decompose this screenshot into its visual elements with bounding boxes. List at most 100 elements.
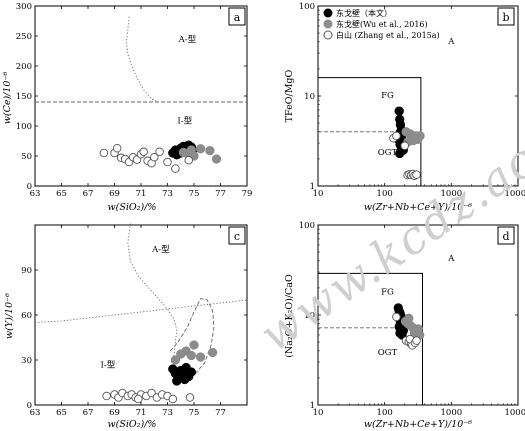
x-tick-label: 100 (377, 408, 393, 418)
panel-label: d (502, 230, 509, 243)
boundary-line-dash (169, 297, 215, 380)
panel-label: c (234, 230, 240, 243)
legend-marker-this-study (323, 8, 333, 18)
y-tick-label: 100 (299, 2, 315, 12)
data-point-zhang-2015 (139, 147, 148, 157)
legend-label-zhang: 白山 (Zhang et al., 2015a) (336, 30, 440, 40)
x-tick-label: 67 (83, 189, 94, 199)
y-tick-label: 0 (27, 401, 32, 411)
data-point-zhang-2015 (150, 152, 159, 162)
x-tick-label: 79 (242, 189, 253, 199)
y-tick-label: 250 (16, 32, 32, 42)
data-points (389, 106, 425, 180)
data-point-wu-2016 (411, 133, 422, 143)
data-point-zhang-2015 (412, 170, 421, 179)
x-tick-label: 77 (215, 408, 226, 418)
x-axis-label: w(Zr+Nb+Ce+Y)/10⁻⁶ (364, 202, 472, 213)
panel-c: 63 65 67 69 71 73 75 77 0 30 60 90 A-型 I-型 c w(SiO₂)… (4, 223, 248, 430)
y-tick-label: 150 (16, 92, 32, 102)
data-point-zhang-2015 (171, 164, 180, 173)
panel-label-box (497, 226, 515, 245)
data-points (392, 303, 425, 350)
panel-label-box (228, 7, 246, 26)
y-tick-label: 200 (16, 62, 32, 72)
data-point-zhang-2015 (392, 312, 401, 322)
data-point-zhang-2015 (185, 393, 195, 402)
data-point-wu-2016 (205, 145, 215, 156)
region-label: A-型 (178, 35, 197, 45)
y-tick-label: 100 (299, 221, 315, 231)
legend-marker-zhang (323, 30, 333, 40)
data-point-wu-2016 (170, 355, 181, 365)
region-label: FG (381, 287, 394, 297)
data-point-this-study (172, 376, 182, 386)
panel-label-box (497, 7, 515, 26)
data-point-zhang-2015 (99, 148, 109, 158)
data-point-wu-2016 (404, 313, 414, 323)
region-labels: A-型 I-型 (101, 245, 171, 371)
x-axis-label: w(Zr+Nb+Ce+Y)/10⁻⁶ (364, 419, 472, 430)
legend-label-this-study: 东戈壁（本文） (336, 8, 392, 18)
y-axis-label: (Na₂O+K₂O)/CaO (284, 274, 295, 358)
data-point-this-study (186, 367, 196, 377)
axis-ticks: 10100100010000110100 (299, 221, 525, 418)
boundary-line-solid (318, 272, 423, 405)
y-tick-label: 50 (21, 152, 32, 162)
panel-a: 63 65 67 69 71 73 75 77 79 0 50 100 150 200 250 300 A-型… (2, 2, 252, 213)
data-point-zhang-2015 (163, 157, 172, 167)
x-tick-label: 63 (30, 189, 41, 199)
region-label: OGT (378, 148, 398, 158)
y-axis-label: w(Ce)/10⁻⁶ (2, 72, 13, 125)
x-tick-label: 67 (83, 408, 94, 418)
x-tick-label: 69 (109, 189, 120, 199)
x-tick-label: 71 (136, 408, 147, 418)
data-point-zhang-2015 (168, 394, 178, 404)
data-point-zhang-2015 (400, 141, 409, 151)
x-tick-label: 10 (313, 408, 324, 418)
x-tick-label: 1000 (441, 408, 463, 418)
data-point-wu-2016 (207, 347, 218, 358)
boundary-lines (34, 223, 248, 380)
panel-label-box (228, 226, 246, 245)
panel-label: a (234, 11, 241, 24)
data-point-zhang-2015 (112, 143, 122, 153)
data-point-this-study (395, 148, 405, 159)
y-tick-label: 300 (16, 2, 32, 12)
y-axis-label: w(Y)/10⁻⁶ (4, 293, 15, 339)
data-point-wu-2016 (189, 340, 199, 350)
x-tick-label: 75 (189, 408, 200, 418)
x-tick-label: 71 (136, 189, 147, 199)
data-point-zhang-2015 (147, 388, 156, 398)
data-point-wu-2016 (186, 350, 196, 361)
data-point-wu-2016 (211, 154, 222, 164)
x-tick-label: 73 (162, 189, 173, 199)
plot-frame (34, 224, 248, 406)
data-point-this-study (180, 374, 190, 385)
region-label: A (447, 254, 455, 264)
data-point-zhang-2015 (184, 155, 193, 165)
axis-ticks: 63 65 67 69 71 73 75 77 0 30 60 90 (21, 224, 248, 418)
x-tick-label: 63 (30, 408, 41, 418)
x-tick-label: 73 (162, 408, 173, 418)
region-label: I-型 (101, 361, 116, 371)
region-label: A-型 (151, 245, 170, 255)
data-point-this-study (394, 106, 404, 116)
data-point-zhang-2015 (134, 394, 143, 404)
x-tick-label: 1000 (441, 189, 463, 199)
plot-frame (317, 224, 519, 406)
boundary-line-solid (318, 77, 422, 186)
region-labels: A-型 I-型 (177, 35, 196, 127)
boundary-line-dot (125, 16, 159, 103)
data-point-zhang-2015 (155, 147, 164, 157)
data-point-wu-2016 (195, 144, 206, 154)
x-tick-label: 65 (56, 408, 67, 418)
region-label: A (447, 37, 455, 47)
boundary-line-dot (34, 299, 248, 323)
y-tick-label: 10 (304, 92, 315, 102)
data-point-zhang-2015 (412, 336, 421, 345)
x-tick-label: 69 (109, 408, 120, 418)
region-labels: A FG OGT (378, 254, 456, 358)
x-axis-label: w(SiO₂)/% (108, 419, 157, 430)
legend-marker-wu (323, 19, 333, 29)
